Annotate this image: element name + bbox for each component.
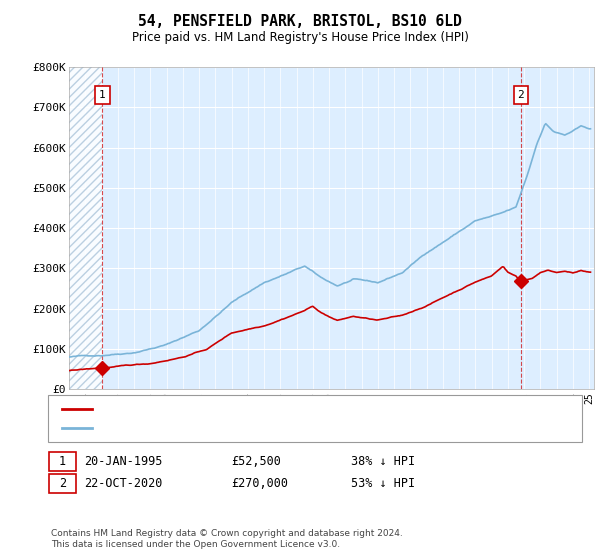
Text: 38% ↓ HPI: 38% ↓ HPI [351, 455, 415, 468]
Text: £52,500: £52,500 [231, 455, 281, 468]
Text: 2: 2 [59, 477, 66, 491]
Text: 1: 1 [99, 90, 106, 100]
Text: HPI: Average price, detached house, City of Bristol: HPI: Average price, detached house, City… [98, 423, 379, 433]
Text: 54, PENSFIELD PARK, BRISTOL, BS10 6LD (detached house): 54, PENSFIELD PARK, BRISTOL, BS10 6LD (d… [98, 404, 429, 414]
Text: £270,000: £270,000 [231, 477, 288, 491]
Text: 20-JAN-1995: 20-JAN-1995 [84, 455, 163, 468]
Text: 53% ↓ HPI: 53% ↓ HPI [351, 477, 415, 491]
Text: 2: 2 [517, 90, 524, 100]
Text: Contains HM Land Registry data © Crown copyright and database right 2024.
This d: Contains HM Land Registry data © Crown c… [51, 529, 403, 549]
Text: 22-OCT-2020: 22-OCT-2020 [84, 477, 163, 491]
Text: 1: 1 [59, 455, 66, 468]
Polygon shape [69, 67, 103, 389]
Text: 54, PENSFIELD PARK, BRISTOL, BS10 6LD: 54, PENSFIELD PARK, BRISTOL, BS10 6LD [138, 14, 462, 29]
Text: Price paid vs. HM Land Registry's House Price Index (HPI): Price paid vs. HM Land Registry's House … [131, 31, 469, 44]
